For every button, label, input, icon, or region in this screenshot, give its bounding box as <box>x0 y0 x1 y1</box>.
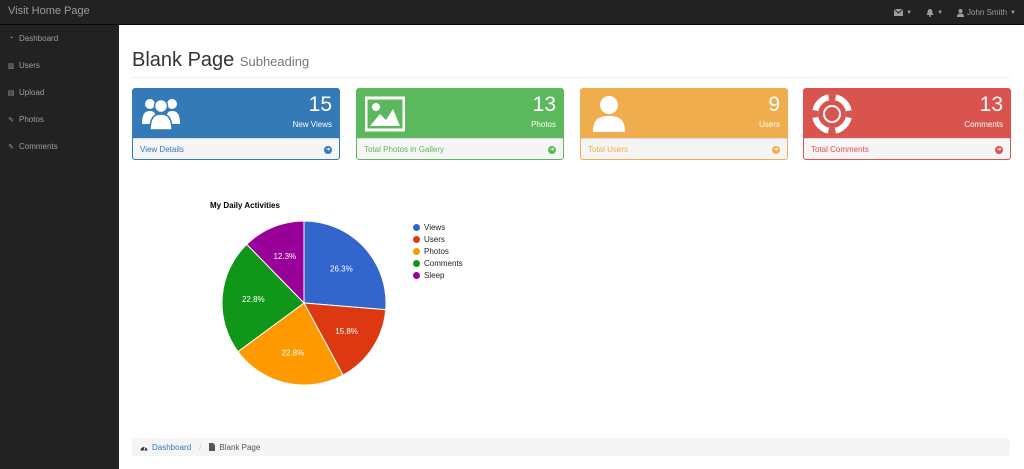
legend-item-views: Views <box>413 221 463 233</box>
pie-slice-views <box>303 220 387 311</box>
sidebar-item-label: Comments <box>19 142 58 151</box>
panel-caption: Photos <box>531 120 556 129</box>
panel-heading: 15 New Views <box>133 89 339 138</box>
pie-chart: 26.3% 15.8% 22.8% 22.8% 12.3% <box>221 220 387 386</box>
panel-caption: New Views <box>292 120 332 129</box>
chart-title: My Daily Activities <box>210 201 280 210</box>
stat-panel-comments: 13 Comments Total Comments ➜ <box>803 88 1011 160</box>
panel-value: 13 <box>979 93 1003 116</box>
legend-item-users: Users <box>413 233 463 245</box>
user-dropdown[interactable]: John Smith ▼ <box>957 8 1016 17</box>
table-icon: ▤ <box>7 89 15 97</box>
legend-label: Views <box>424 222 446 232</box>
legend-swatch <box>413 247 420 255</box>
caret-down-icon: ▼ <box>937 9 944 16</box>
chart-legend: Views Users Photos Comments Sleep <box>413 221 463 281</box>
user-name: John Smith <box>967 8 1008 17</box>
sidebar-item-comments[interactable]: ✎ Comments <box>0 133 119 160</box>
panel-value: 15 <box>308 93 332 116</box>
pie-slice-label: 12.3% <box>273 252 296 261</box>
panel-footer-label: Total Photos in Gallery <box>364 145 445 154</box>
top-navbar: Visit Home Page ▼ ▼ John Smith ▼ <box>0 0 1024 25</box>
legend-label: Sleep <box>424 270 445 280</box>
panel-heading: 13 Comments <box>804 89 1010 138</box>
caret-down-icon: ▼ <box>906 9 913 16</box>
legend-item-comments: Comments <box>413 257 463 269</box>
panel-value: 9 <box>768 93 780 116</box>
breadcrumb-separator: / <box>199 442 202 452</box>
stat-panel-views: 15 New Views View Details ➜ <box>132 88 340 160</box>
page-header: Blank Page Subheading <box>132 49 1010 78</box>
pie-slice-users <box>303 302 387 376</box>
envelope-icon <box>894 9 904 16</box>
arrow-circle-right-icon: ➜ <box>772 145 780 154</box>
top-right-menu: ▼ ▼ John Smith ▼ <box>894 0 1016 25</box>
arrow-circle-right-icon: ➜ <box>995 145 1003 154</box>
bar-chart-icon: ▥ <box>7 62 15 70</box>
sidebar-item-label: Upload <box>19 88 45 97</box>
picture-icon <box>365 96 405 132</box>
pie-slice-sleep <box>246 220 305 305</box>
legend-swatch <box>413 259 420 267</box>
edit-icon: ✎ <box>8 143 14 151</box>
panel-heading: 9 Users <box>581 89 787 138</box>
sidebar-item-label: Dashboard <box>19 34 59 43</box>
sidebar-item-label: Photos <box>19 115 44 124</box>
users-icon <box>142 98 180 131</box>
pie-slice-photos <box>237 302 344 386</box>
page-title: Blank Page <box>132 49 235 71</box>
panel-footer-link[interactable]: Total Photos in Gallery ➜ <box>357 138 563 160</box>
legend-label: Photos <box>424 246 449 256</box>
sidebar-item-photos[interactable]: ✎ Photos <box>0 106 119 133</box>
pie-slice-label: 15.8% <box>335 327 358 336</box>
panel-heading: 13 Photos <box>357 89 563 138</box>
edit-icon: ✎ <box>8 116 14 124</box>
pie-slice-label: 22.8% <box>282 349 305 358</box>
sidebar-item-upload[interactable]: ▤ Upload <box>0 79 119 106</box>
panel-footer-link[interactable]: Total Comments ➜ <box>804 138 1010 160</box>
legend-swatch <box>413 235 420 243</box>
stat-panel-users: 9 Users Total Users ➜ <box>580 88 788 160</box>
panel-value: 13 <box>532 93 556 116</box>
breadcrumb-dashboard-link[interactable]: Dashboard <box>152 442 192 452</box>
panel-caption: Users <box>759 120 780 129</box>
panel-footer-label: Total Users <box>588 145 629 154</box>
sidebar-item-users[interactable]: ▥ Users <box>0 52 119 79</box>
stat-panel-photos: 13 Photos Total Photos in Gallery ➜ <box>356 88 564 160</box>
breadcrumb: Dashboard / Blank Page <box>132 438 1010 456</box>
pie-slice-label: 26.3% <box>330 265 353 274</box>
legend-item-photos: Photos <box>413 245 463 257</box>
sidebar-item-label: Users <box>19 61 40 70</box>
legend-swatch <box>413 223 420 231</box>
alerts-dropdown[interactable]: ▼ <box>926 8 944 17</box>
messages-dropdown[interactable]: ▼ <box>894 9 912 16</box>
dashboard-icon: ◔ <box>8 35 14 42</box>
pie-slice-comments <box>221 243 305 353</box>
dashboard-icon <box>140 445 148 450</box>
main-content: Blank Page Subheading 15 New Views View … <box>119 25 1024 469</box>
pie-slice-label: 22.8% <box>242 295 265 304</box>
legend-swatch <box>413 271 420 279</box>
brand-link[interactable]: Visit Home Page <box>8 5 90 17</box>
legend-label: Users <box>424 234 445 244</box>
panel-footer-label: View Details <box>140 145 184 154</box>
sidebar: ◔ Dashboard ▥ Users ▤ Upload ✎ Photos ✎ … <box>0 25 119 469</box>
panel-footer-link[interactable]: Total Users ➜ <box>581 138 787 160</box>
life-ring-icon <box>812 94 852 134</box>
panel-caption: Comments <box>964 120 1003 129</box>
user-icon <box>957 8 965 17</box>
sidebar-item-dashboard[interactable]: ◔ Dashboard <box>0 25 119 52</box>
file-icon <box>209 443 216 451</box>
breadcrumb-current: Blank Page <box>219 442 261 452</box>
legend-item-sleep: Sleep <box>413 269 463 281</box>
arrow-circle-right-icon: ➜ <box>324 145 332 154</box>
user-icon <box>593 96 625 132</box>
page-subtitle: Subheading <box>239 54 310 69</box>
panel-footer-link[interactable]: View Details ➜ <box>133 138 339 160</box>
panel-footer-label: Total Comments <box>811 145 869 154</box>
legend-label: Comments <box>424 258 463 268</box>
bell-icon <box>926 8 934 17</box>
arrow-circle-right-icon: ➜ <box>548 145 556 154</box>
caret-down-icon: ▼ <box>1010 9 1016 16</box>
